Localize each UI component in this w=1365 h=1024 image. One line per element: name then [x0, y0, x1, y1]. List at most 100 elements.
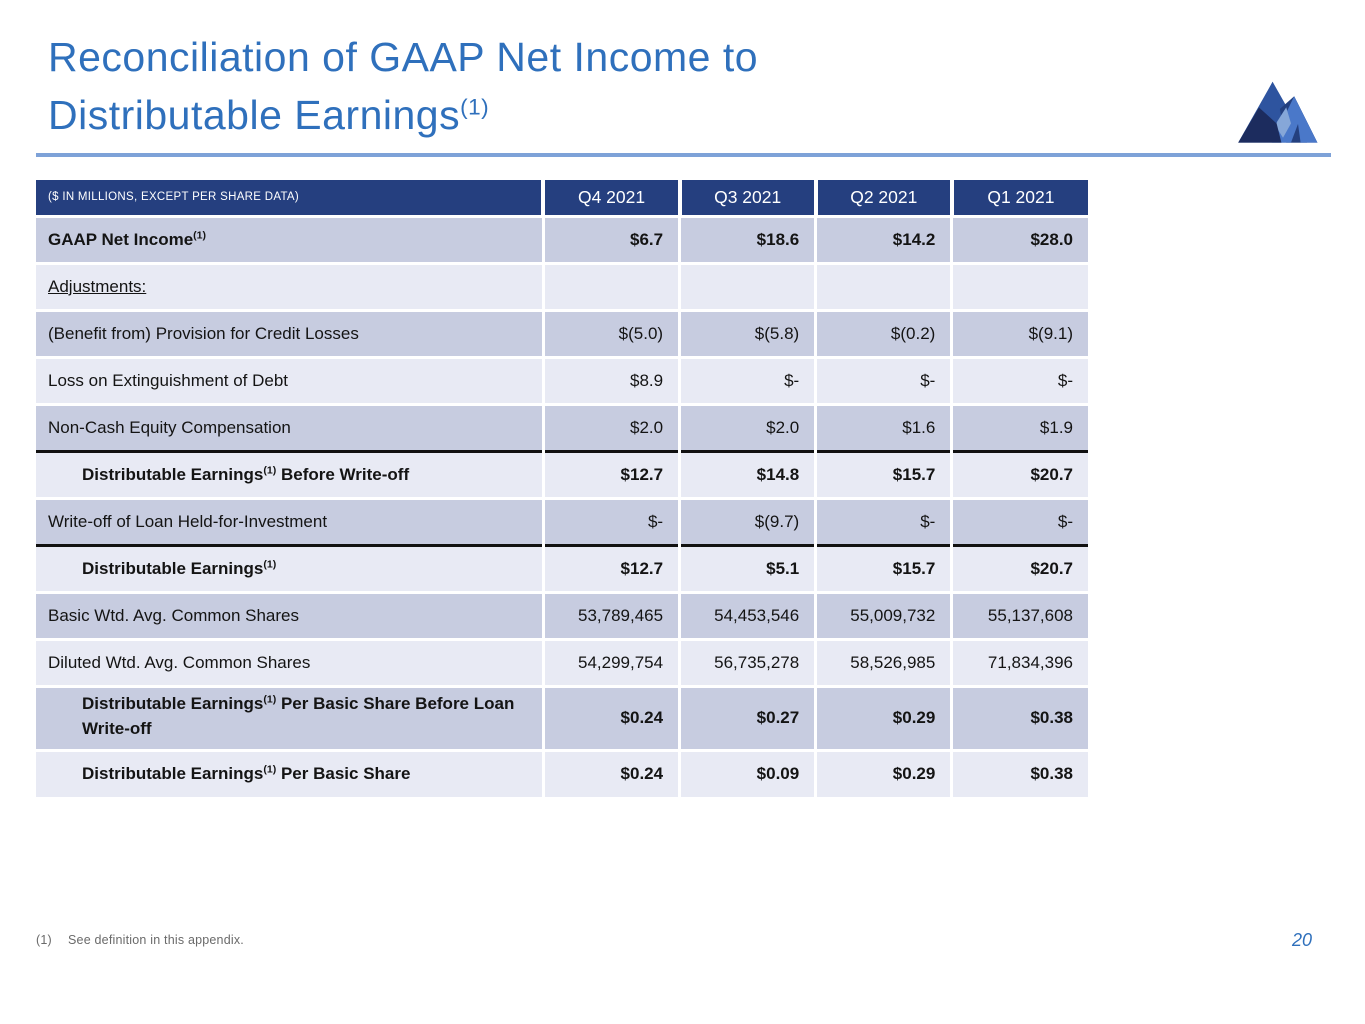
row-label: Write-off of Loan Held-for-Investment	[36, 496, 544, 545]
column-header-q4-2021: Q4 2021	[541, 180, 680, 216]
row-label-suffix: Before Write-off	[276, 464, 410, 484]
cell-q4-2021: $12.7	[541, 543, 680, 592]
page-number: 20	[1291, 930, 1312, 950]
cell-q4-2021: 53,789,465	[541, 590, 680, 639]
cell-q2-2021: $-	[814, 355, 952, 404]
cell-q4-2021: $2.0	[541, 402, 680, 451]
row-label-suffix: Per Basic Share Before Loan Write-off	[82, 693, 515, 739]
mountain-logo-svg	[1238, 81, 1318, 143]
cell-q1-2021: 55,137,608	[950, 590, 1088, 639]
cell-q1-2021: $20.7	[950, 543, 1088, 592]
row-label: Loss on Extinguishment of Debt	[36, 355, 544, 404]
cell-q1-2021: $-	[950, 496, 1088, 545]
table-row: Adjustments:	[36, 261, 1088, 310]
page-title-line1: Reconciliation of GAAP Net Income to	[48, 34, 759, 80]
cell-q2-2021: 58,526,985	[814, 637, 952, 686]
cell-q3-2021: $0.09	[678, 748, 816, 797]
table-row: Non-Cash Equity Compensation $2.0 $2.0 $…	[36, 402, 1088, 451]
row-label: Non-Cash Equity Compensation	[36, 402, 544, 451]
table-row: Distributable Earnings(1) Per Basic Shar…	[36, 684, 1088, 750]
cell-q3-2021: $(9.7)	[678, 496, 816, 545]
row-label-text: Non-Cash Equity Compensation	[48, 417, 291, 437]
cell-q1-2021	[950, 261, 1088, 310]
footnote-text: See definition in this appendix.	[68, 933, 244, 947]
table-row: Distributable Earnings(1) Before Write-o…	[36, 449, 1088, 498]
row-label-text: Distributable Earnings	[82, 464, 264, 484]
column-header-q2-2021: Q2 2021	[813, 180, 952, 216]
row-label: Basic Wtd. Avg. Common Shares	[36, 590, 544, 639]
cell-q3-2021: $14.8	[678, 449, 816, 498]
row-label: Distributable Earnings(1) Per Basic Shar…	[36, 684, 544, 750]
cell-q2-2021: $15.7	[814, 543, 952, 592]
cell-q3-2021: $0.27	[678, 684, 816, 750]
row-footnote-ref: (1)	[263, 463, 277, 476]
row-label-text: Distributable Earnings	[82, 764, 264, 784]
row-label-text: Loss on Extinguishment of Debt	[48, 370, 289, 390]
cell-q2-2021	[814, 261, 952, 310]
table-row: Basic Wtd. Avg. Common Shares 53,789,465…	[36, 590, 1088, 639]
row-label: Distributable Earnings(1) Before Write-o…	[36, 449, 544, 498]
cell-q3-2021: $5.1	[678, 543, 816, 592]
cell-q2-2021: $15.7	[814, 449, 952, 498]
cell-q1-2021: 71,834,396	[950, 637, 1088, 686]
cell-q4-2021	[541, 261, 680, 310]
row-label: Distributable Earnings(1) Per Basic Shar…	[36, 748, 544, 797]
row-label-text: (Benefit from) Provision for Credit Loss…	[48, 323, 359, 343]
cell-q3-2021: 56,735,278	[678, 637, 816, 686]
row-label-suffix: Per Basic Share	[276, 764, 411, 784]
column-header-q3-2021: Q3 2021	[677, 180, 816, 216]
title-footnote-ref: (1)	[460, 94, 490, 120]
table-row: Distributable Earnings(1) $12.7 $5.1 $15…	[36, 543, 1088, 592]
cell-q4-2021: $8.9	[541, 355, 680, 404]
cell-q4-2021: $(5.0)	[541, 308, 680, 357]
cell-q4-2021: $0.24	[541, 684, 680, 750]
cell-q1-2021: $0.38	[950, 684, 1088, 750]
cell-q4-2021: $12.7	[541, 449, 680, 498]
footnote: (1) See definition in this appendix.	[36, 933, 244, 947]
cell-q2-2021: $-	[814, 496, 952, 545]
table-header-units-label: ($ IN MILLIONS, EXCEPT PER SHARE DATA)	[36, 180, 544, 216]
row-footnote-ref: (1)	[193, 228, 207, 241]
table-row: GAAP Net Income(1) $6.7 $18.6 $14.2 $28.…	[36, 214, 1088, 263]
cell-q4-2021: 54,299,754	[541, 637, 680, 686]
row-label: Diluted Wtd. Avg. Common Shares	[36, 637, 544, 686]
row-footnote-ref: (1)	[263, 557, 277, 570]
column-header-q1-2021: Q1 2021	[949, 180, 1088, 216]
page-title-line2-text: Distributable Earnings	[48, 92, 461, 139]
cell-q3-2021: 54,453,546	[678, 590, 816, 639]
row-label: Adjustments:	[36, 261, 544, 310]
row-label-text: Distributable Earnings	[82, 693, 264, 713]
table-row: Loss on Extinguishment of Debt $8.9 $- $…	[36, 355, 1088, 404]
reconciliation-table: ($ IN MILLIONS, EXCEPT PER SHARE DATA) Q…	[36, 180, 1088, 797]
cell-q1-2021: $0.38	[950, 748, 1088, 797]
cell-q2-2021: 55,009,732	[814, 590, 952, 639]
cell-q1-2021: $-	[950, 355, 1088, 404]
page-title-line2: Distributable Earnings(1)	[48, 86, 758, 144]
table-header-row: ($ IN MILLIONS, EXCEPT PER SHARE DATA) Q…	[36, 180, 1088, 216]
cell-q4-2021: $0.24	[541, 748, 680, 797]
table-row: Diluted Wtd. Avg. Common Shares 54,299,7…	[36, 637, 1088, 686]
row-label-text: Diluted Wtd. Avg. Common Shares	[48, 652, 311, 672]
cell-q1-2021: $20.7	[950, 449, 1088, 498]
title-divider	[36, 153, 1331, 157]
cell-q3-2021: $18.6	[678, 214, 816, 263]
table-row: (Benefit from) Provision for Credit Loss…	[36, 308, 1088, 357]
cell-q1-2021: $(9.1)	[950, 308, 1088, 357]
cell-q2-2021: $0.29	[814, 684, 952, 750]
row-label: GAAP Net Income(1)	[36, 214, 544, 263]
table-body: GAAP Net Income(1) $6.7 $18.6 $14.2 $28.…	[36, 214, 1088, 797]
cell-q3-2021: $(5.8)	[678, 308, 816, 357]
footnote-marker: (1)	[36, 933, 52, 947]
cell-q2-2021: $1.6	[814, 402, 952, 451]
cell-q3-2021: $-	[678, 355, 816, 404]
row-label-text: Distributable Earnings	[82, 558, 264, 578]
table-row: Distributable Earnings(1) Per Basic Shar…	[36, 748, 1088, 797]
page-title: Reconciliation of GAAP Net Income to Dis…	[48, 28, 758, 144]
cell-q1-2021: $28.0	[950, 214, 1088, 263]
mountain-logo-icon	[1227, 72, 1331, 150]
row-label-text: Write-off of Loan Held-for-Investment	[48, 511, 328, 531]
row-footnote-ref: (1)	[263, 763, 277, 776]
row-label-text: Basic Wtd. Avg. Common Shares	[48, 605, 300, 625]
cell-q3-2021	[678, 261, 816, 310]
row-label-text: Adjustments:	[48, 276, 147, 296]
